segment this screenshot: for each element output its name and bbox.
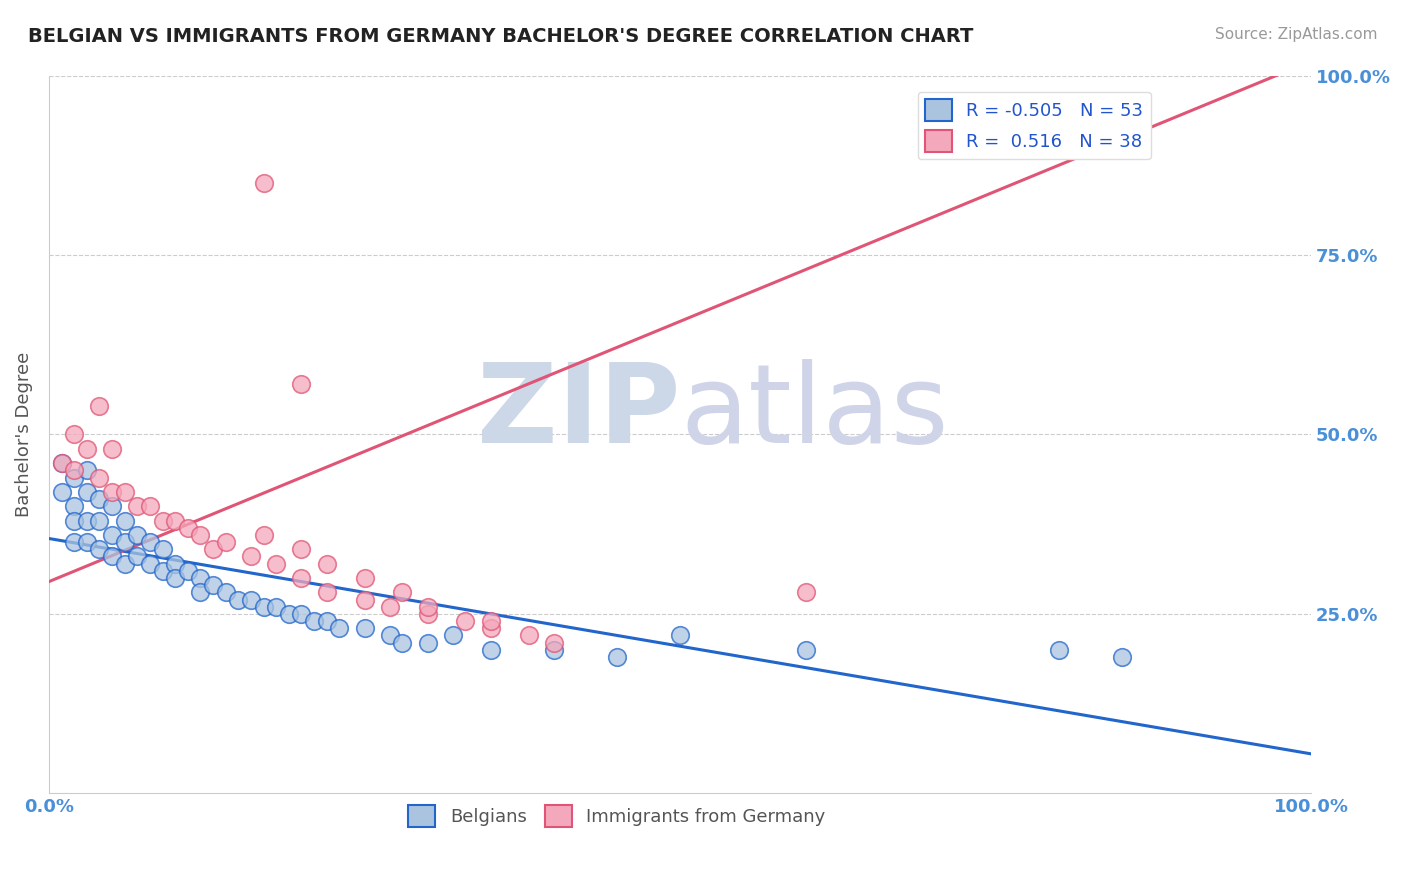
Point xyxy=(114,557,136,571)
Point xyxy=(127,500,149,514)
Point xyxy=(479,642,502,657)
Point xyxy=(152,542,174,557)
Point xyxy=(114,535,136,549)
Point xyxy=(315,557,337,571)
Point xyxy=(127,528,149,542)
Point xyxy=(190,528,212,542)
Point xyxy=(315,585,337,599)
Point xyxy=(152,514,174,528)
Point xyxy=(51,456,73,470)
Point xyxy=(794,642,817,657)
Point xyxy=(165,557,187,571)
Text: ZIP: ZIP xyxy=(477,359,681,467)
Point xyxy=(101,442,124,456)
Point xyxy=(165,571,187,585)
Point xyxy=(353,621,375,635)
Point xyxy=(239,592,262,607)
Point xyxy=(177,521,200,535)
Point xyxy=(669,628,692,642)
Point xyxy=(353,592,375,607)
Point xyxy=(391,585,413,599)
Point xyxy=(1047,642,1070,657)
Point xyxy=(290,542,312,557)
Point xyxy=(302,614,325,628)
Point xyxy=(51,484,73,499)
Point xyxy=(89,514,111,528)
Point xyxy=(454,614,477,628)
Point xyxy=(252,528,274,542)
Point xyxy=(1111,650,1133,665)
Point xyxy=(63,463,86,477)
Point xyxy=(794,585,817,599)
Point xyxy=(89,542,111,557)
Point xyxy=(202,542,225,557)
Point xyxy=(76,463,98,477)
Point xyxy=(264,599,287,614)
Point xyxy=(127,549,149,564)
Point xyxy=(139,535,162,549)
Point xyxy=(226,592,249,607)
Point xyxy=(63,470,86,484)
Point xyxy=(101,528,124,542)
Point xyxy=(416,635,439,649)
Point xyxy=(76,514,98,528)
Point xyxy=(76,442,98,456)
Point xyxy=(391,635,413,649)
Point xyxy=(378,599,401,614)
Point xyxy=(290,571,312,585)
Point xyxy=(202,578,225,592)
Point xyxy=(264,557,287,571)
Point xyxy=(76,535,98,549)
Point xyxy=(328,621,350,635)
Point xyxy=(89,491,111,506)
Point xyxy=(543,635,565,649)
Y-axis label: Bachelor's Degree: Bachelor's Degree xyxy=(15,351,32,517)
Point xyxy=(479,614,502,628)
Point xyxy=(89,470,111,484)
Text: BELGIAN VS IMMIGRANTS FROM GERMANY BACHELOR'S DEGREE CORRELATION CHART: BELGIAN VS IMMIGRANTS FROM GERMANY BACHE… xyxy=(28,27,973,45)
Point xyxy=(63,514,86,528)
Point xyxy=(215,535,238,549)
Point xyxy=(190,585,212,599)
Point xyxy=(139,500,162,514)
Point xyxy=(177,564,200,578)
Point xyxy=(63,535,86,549)
Point xyxy=(51,456,73,470)
Point xyxy=(441,628,464,642)
Point xyxy=(76,484,98,499)
Point xyxy=(114,484,136,499)
Point xyxy=(252,176,274,190)
Point xyxy=(353,571,375,585)
Point xyxy=(63,427,86,442)
Point xyxy=(416,607,439,621)
Point xyxy=(165,514,187,528)
Point xyxy=(606,650,628,665)
Point xyxy=(290,377,312,392)
Point xyxy=(252,599,274,614)
Point xyxy=(101,549,124,564)
Point xyxy=(277,607,299,621)
Point xyxy=(239,549,262,564)
Legend: Belgians, Immigrants from Germany: Belgians, Immigrants from Germany xyxy=(401,798,832,835)
Point xyxy=(543,642,565,657)
Point xyxy=(114,514,136,528)
Point xyxy=(139,557,162,571)
Point xyxy=(290,607,312,621)
Point xyxy=(215,585,238,599)
Point xyxy=(315,614,337,628)
Text: atlas: atlas xyxy=(681,359,949,467)
Point xyxy=(416,599,439,614)
Point xyxy=(517,628,540,642)
Point xyxy=(190,571,212,585)
Point xyxy=(89,399,111,413)
Point xyxy=(101,484,124,499)
Point xyxy=(101,500,124,514)
Point xyxy=(63,500,86,514)
Point xyxy=(479,621,502,635)
Point xyxy=(378,628,401,642)
Text: Source: ZipAtlas.com: Source: ZipAtlas.com xyxy=(1215,27,1378,42)
Point xyxy=(152,564,174,578)
